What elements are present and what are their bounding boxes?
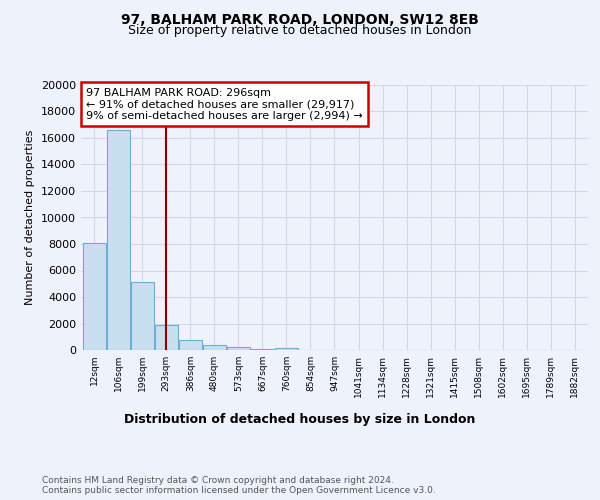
Bar bbox=[179, 340, 202, 350]
Bar bbox=[155, 325, 178, 350]
Y-axis label: Number of detached properties: Number of detached properties bbox=[25, 130, 35, 305]
Text: Distribution of detached houses by size in London: Distribution of detached houses by size … bbox=[124, 412, 476, 426]
Bar bbox=[251, 348, 274, 350]
Text: Size of property relative to detached houses in London: Size of property relative to detached ho… bbox=[128, 24, 472, 37]
Bar bbox=[227, 348, 250, 350]
Bar bbox=[107, 130, 130, 350]
Text: 97 BALHAM PARK ROAD: 296sqm
← 91% of detached houses are smaller (29,917)
9% of : 97 BALHAM PARK ROAD: 296sqm ← 91% of det… bbox=[86, 88, 363, 121]
Text: 97, BALHAM PARK ROAD, LONDON, SW12 8EB: 97, BALHAM PARK ROAD, LONDON, SW12 8EB bbox=[121, 12, 479, 26]
Bar bbox=[203, 346, 226, 350]
Text: Contains HM Land Registry data © Crown copyright and database right 2024.
Contai: Contains HM Land Registry data © Crown c… bbox=[42, 476, 436, 495]
Bar bbox=[131, 282, 154, 350]
Bar bbox=[83, 244, 106, 350]
Bar bbox=[275, 348, 298, 350]
